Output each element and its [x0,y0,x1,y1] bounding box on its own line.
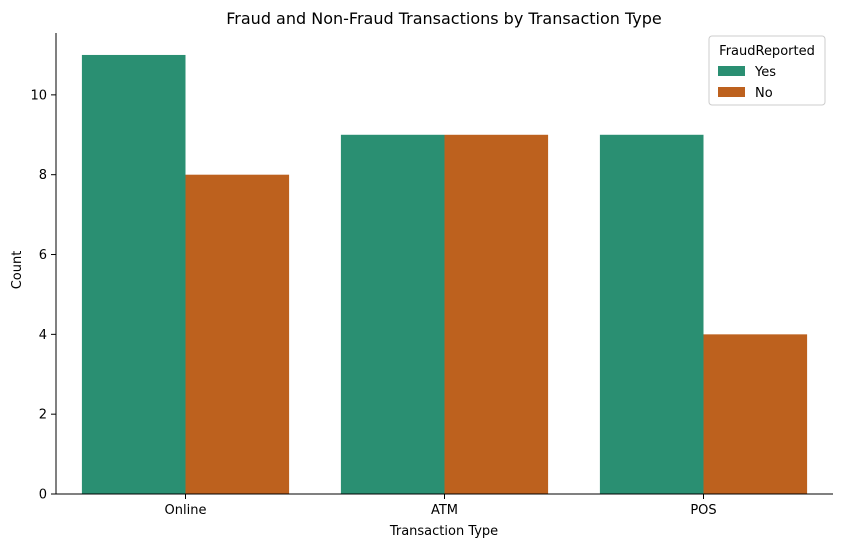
legend-label-no: No [755,86,773,101]
bar-atm-yes [340,134,445,494]
legend-swatch-no [718,87,745,97]
bar-online-yes [81,54,186,494]
y-tick-label: 0 [39,488,47,503]
x-tick-label: Online [165,503,207,518]
legend-title: FraudReported [719,44,815,59]
x-axis-label: Transaction Type [389,524,498,539]
legend: FraudReported Yes No [708,35,826,106]
y-tick-label: 2 [39,408,47,423]
y-tick-label: 6 [39,248,47,263]
plot-area: Online ATM POS 0 2 4 6 8 10 [30,33,833,518]
y-tick-label: 4 [39,328,47,343]
x-tick-label: ATM [431,503,458,518]
bar-pos-no [703,334,808,494]
y-axis-label: Count [10,251,25,290]
chart-title: Fraud and Non-Fraud Transactions by Tran… [226,9,662,28]
bar-online-no [185,174,290,495]
bar-pos-yes [599,134,704,494]
bar-atm-no [444,134,549,494]
y-tick-label: 10 [30,88,47,103]
legend-swatch-yes [718,66,745,76]
x-tick-label: POS [690,503,716,518]
y-tick-label: 8 [39,168,47,183]
legend-label-yes: Yes [754,65,776,80]
